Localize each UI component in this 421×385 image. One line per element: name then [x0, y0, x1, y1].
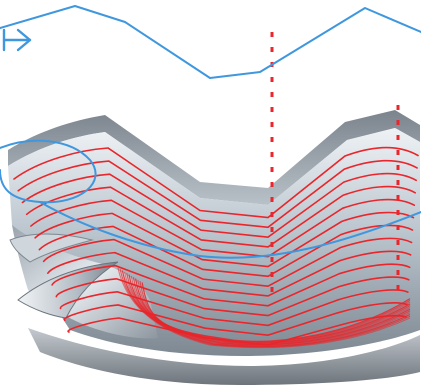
base-plate-shape: [28, 328, 420, 385]
dense-toolpath-line: [141, 282, 411, 342]
contour-line: [38, 224, 414, 278]
dense-toolpath-line: [130, 275, 411, 345]
contour-line: [34, 211, 415, 268]
dense-toolpath-line: [137, 279, 411, 343]
contour-line: [17, 159, 418, 229]
entry-arrow-icon: [2, 28, 32, 52]
surface-curl-lip: [9, 233, 94, 263]
dense-toolpath-line: [132, 277, 411, 344]
base-plate: [28, 328, 420, 385]
rapid-path: [0, 5, 421, 259]
contour-line: [30, 198, 416, 258]
contour-line: [63, 302, 408, 337]
contour-line: [51, 263, 411, 307]
rapid-path-top-zigzag: [0, 5, 421, 79]
dense-toolpath-line: [135, 278, 411, 344]
dense-toolpath-line: [139, 281, 411, 343]
rapid-path-sweep: [39, 201, 421, 259]
contour-line: [21, 172, 417, 238]
contour-line: [13, 146, 419, 219]
rapid-path-loop: [0, 139, 97, 204]
plunge-markers: [270, 32, 400, 300]
contour-line: [55, 276, 410, 317]
contour-toolpath: [13, 146, 419, 346]
dense-toolpath-band: [117, 267, 411, 349]
contour-line: [42, 237, 413, 287]
surface-rim: [8, 110, 420, 205]
contour-line: [59, 289, 409, 327]
contour-line: [25, 185, 417, 248]
contour-line: [47, 250, 412, 297]
